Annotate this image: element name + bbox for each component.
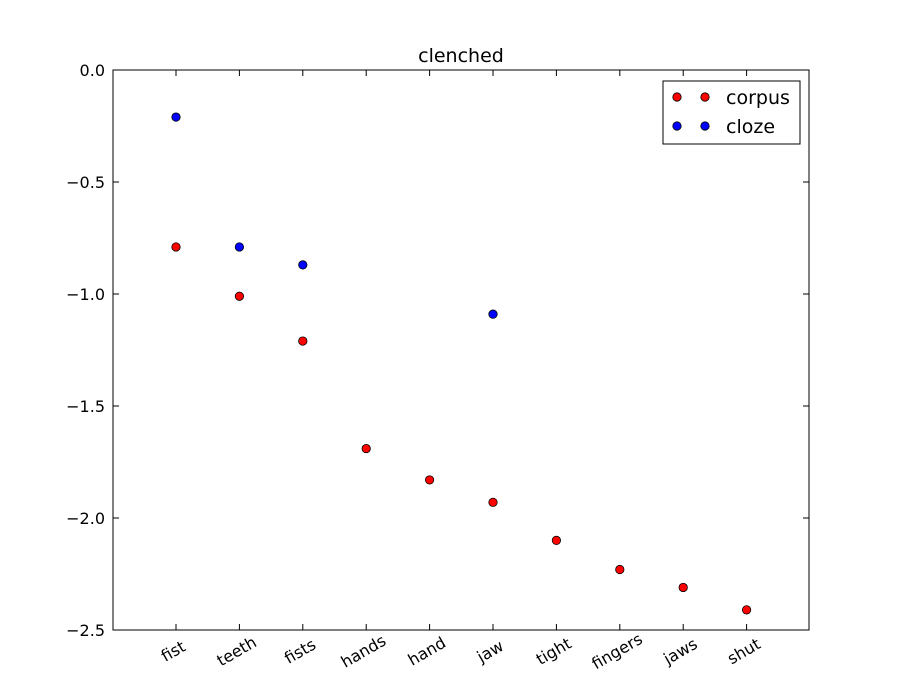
legend-label-corpus: corpus bbox=[726, 87, 790, 109]
legend-box bbox=[662, 80, 801, 145]
legend-marker-corpus bbox=[700, 92, 710, 102]
legend-marker-corpus bbox=[672, 92, 682, 102]
cloze-point-teeth bbox=[234, 242, 244, 252]
corpus-point-fists bbox=[298, 336, 308, 346]
series-cloze bbox=[171, 112, 498, 319]
corpus-point-teeth bbox=[234, 291, 244, 301]
legend-marker-cloze bbox=[700, 121, 710, 131]
plot-frame bbox=[112, 69, 810, 631]
cloze-point-fists bbox=[298, 260, 308, 270]
y-tick-label: −2.0 bbox=[66, 509, 105, 528]
y-tick-label: 0.0 bbox=[80, 61, 105, 80]
corpus-point-jaws bbox=[678, 582, 688, 593]
y-tick-label: −0.5 bbox=[66, 173, 105, 192]
corpus-point-hand bbox=[424, 475, 435, 485]
cloze-point-fist bbox=[171, 112, 181, 122]
cloze-point-jaw bbox=[488, 309, 498, 319]
corpus-point-fist bbox=[171, 242, 181, 252]
corpus-point-jaw bbox=[488, 497, 498, 507]
y-tick-label: −1.0 bbox=[66, 285, 105, 304]
corpus-point-tight bbox=[551, 535, 562, 546]
corpus-point-fingers bbox=[615, 564, 625, 575]
corpus-point-shut bbox=[741, 605, 752, 615]
legend: corpus cloze bbox=[662, 80, 801, 145]
legend-marker-cloze bbox=[672, 121, 682, 131]
chart-title: clenched bbox=[418, 45, 504, 67]
corpus-point-hands bbox=[361, 443, 371, 454]
y-tick-label: −1.5 bbox=[66, 397, 105, 416]
y-tick-label: −2.5 bbox=[66, 621, 105, 640]
legend-label-cloze: cloze bbox=[726, 116, 775, 138]
series-corpus bbox=[171, 242, 752, 615]
